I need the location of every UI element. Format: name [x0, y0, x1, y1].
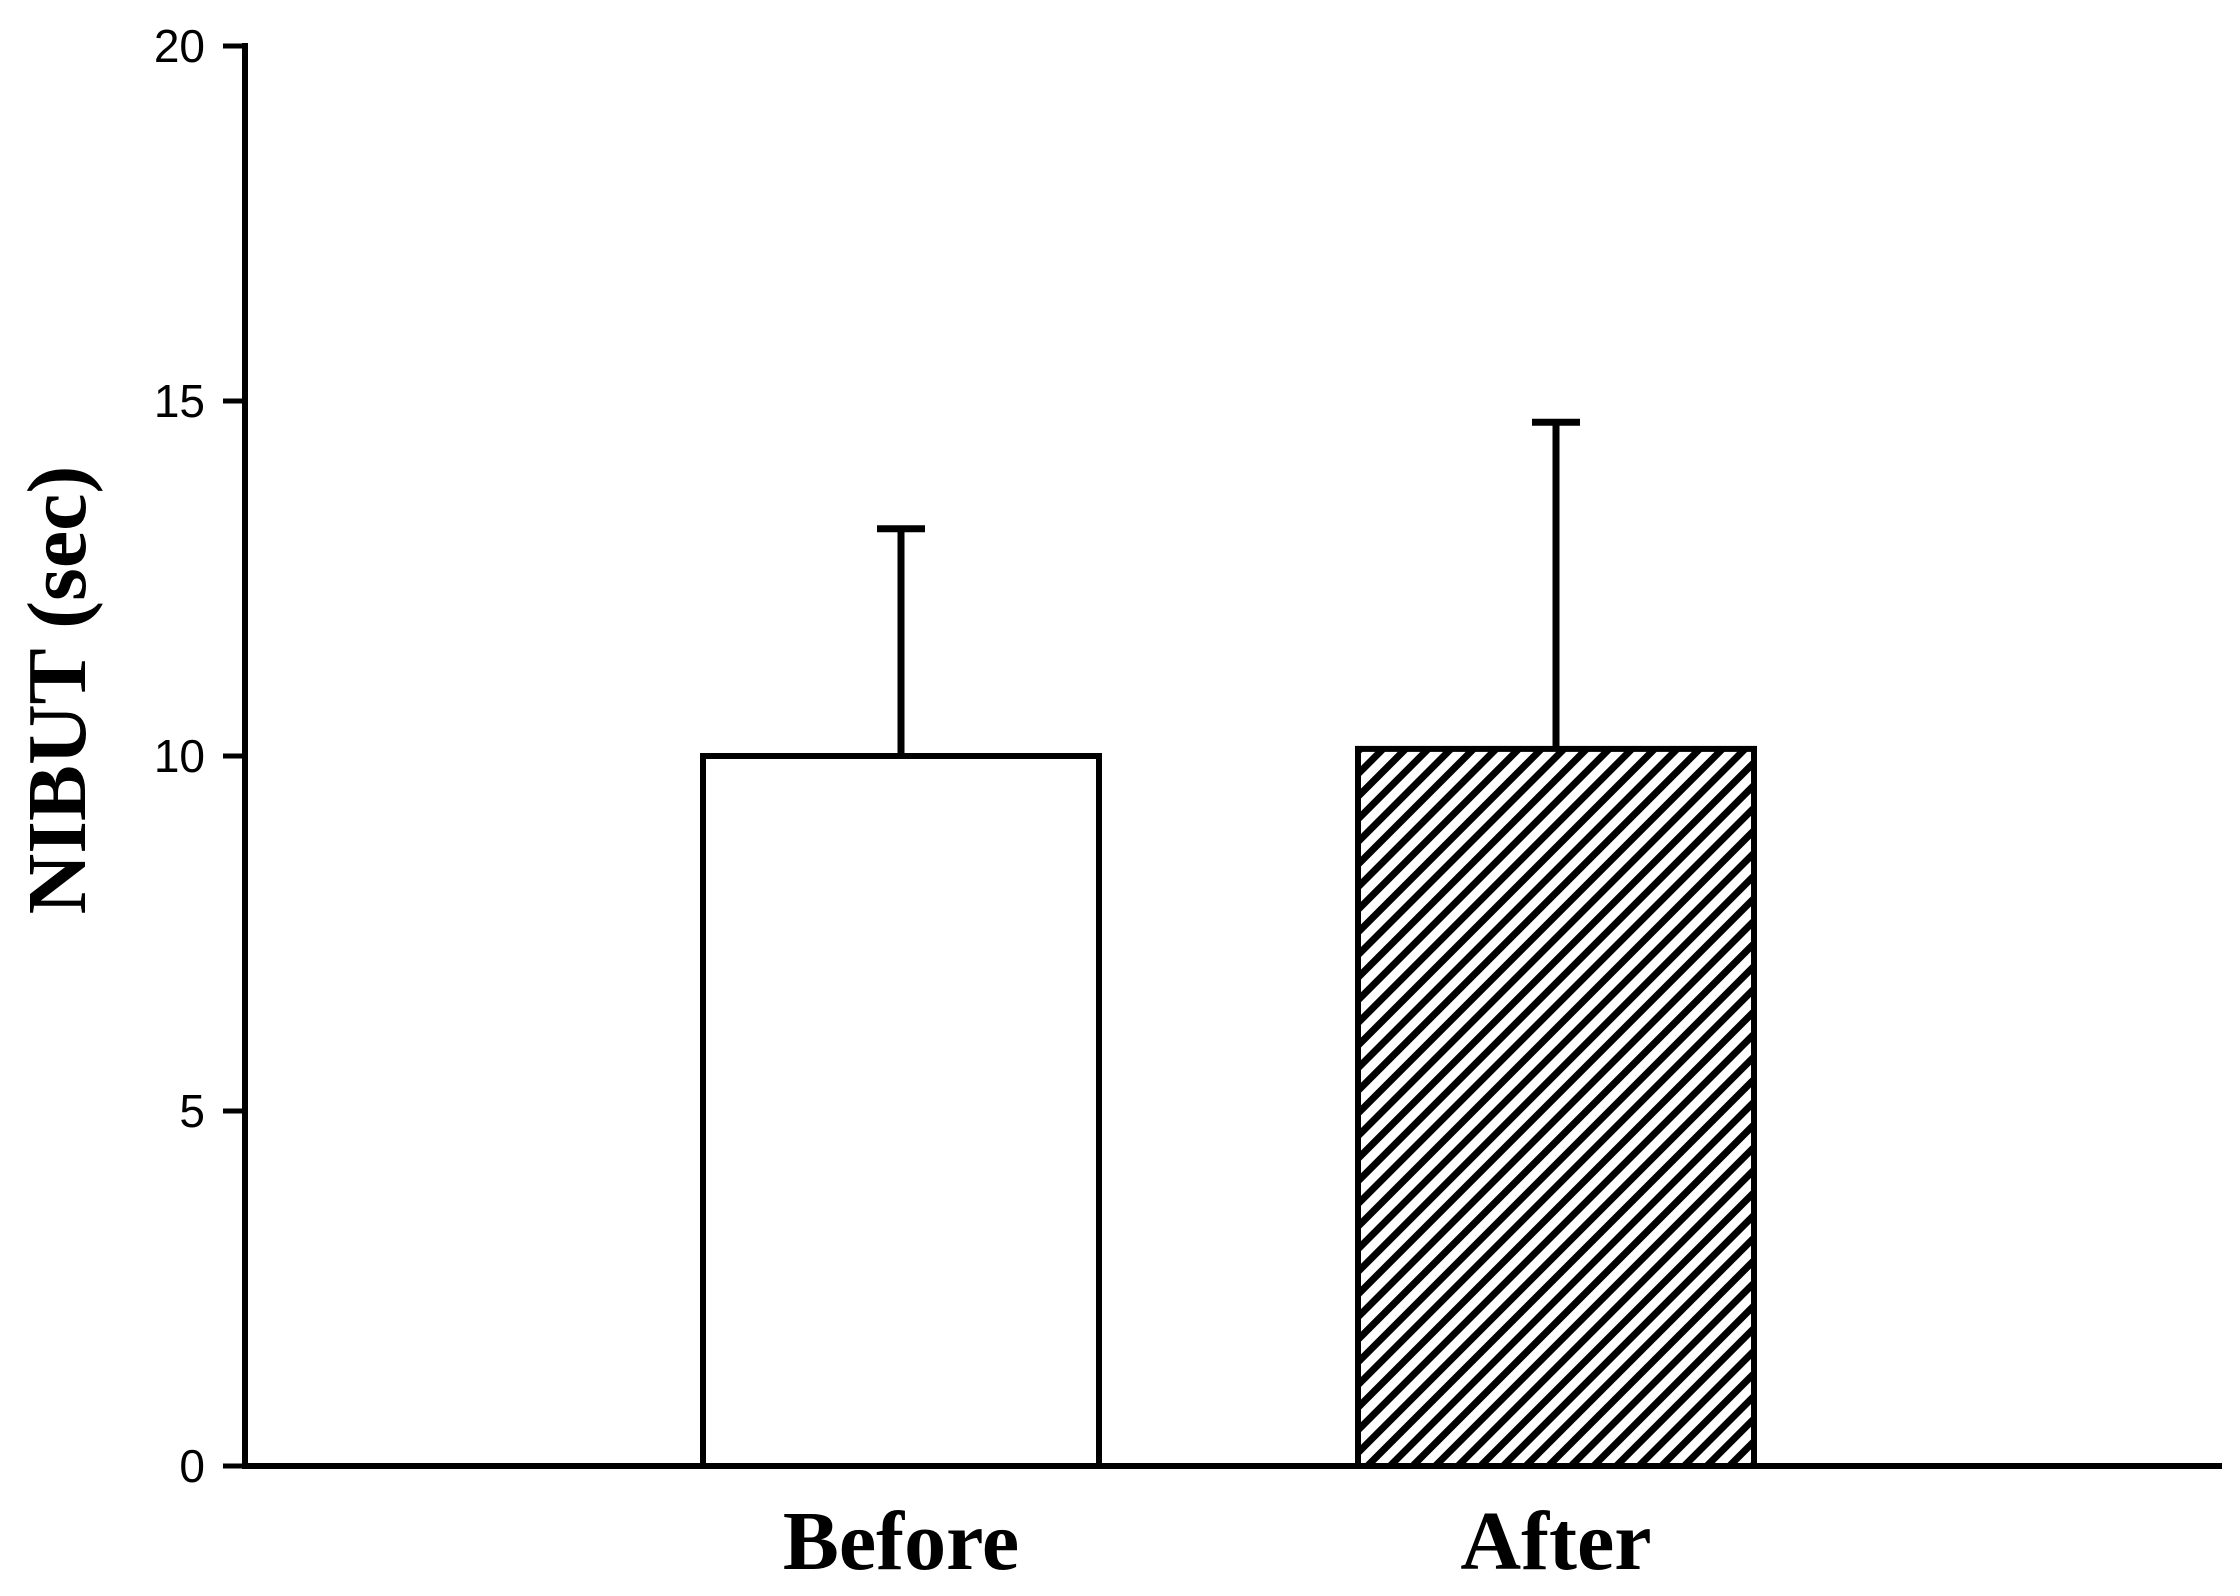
bar-before	[700, 753, 1102, 1469]
bars-layer	[700, 745, 1757, 1469]
axes-layer	[242, 43, 2222, 1469]
error-bars-layer	[877, 418, 1580, 756]
y-tick-label: 20	[154, 20, 205, 72]
y-tick-label: 0	[179, 1440, 205, 1492]
y-tick-label: 10	[154, 730, 205, 782]
y-tick-label: 15	[154, 375, 205, 427]
y-ticks-layer: 0 5 10 15 20	[154, 20, 245, 1492]
bar-after	[1355, 745, 1757, 1469]
x-category-label: Before	[783, 1495, 1019, 1588]
y-tick-label: 5	[179, 1085, 205, 1137]
x-category-label: After	[1460, 1495, 1651, 1588]
x-category-labels: Before After	[783, 1495, 1652, 1588]
y-axis-title: NIBUT (sec)	[11, 466, 104, 915]
